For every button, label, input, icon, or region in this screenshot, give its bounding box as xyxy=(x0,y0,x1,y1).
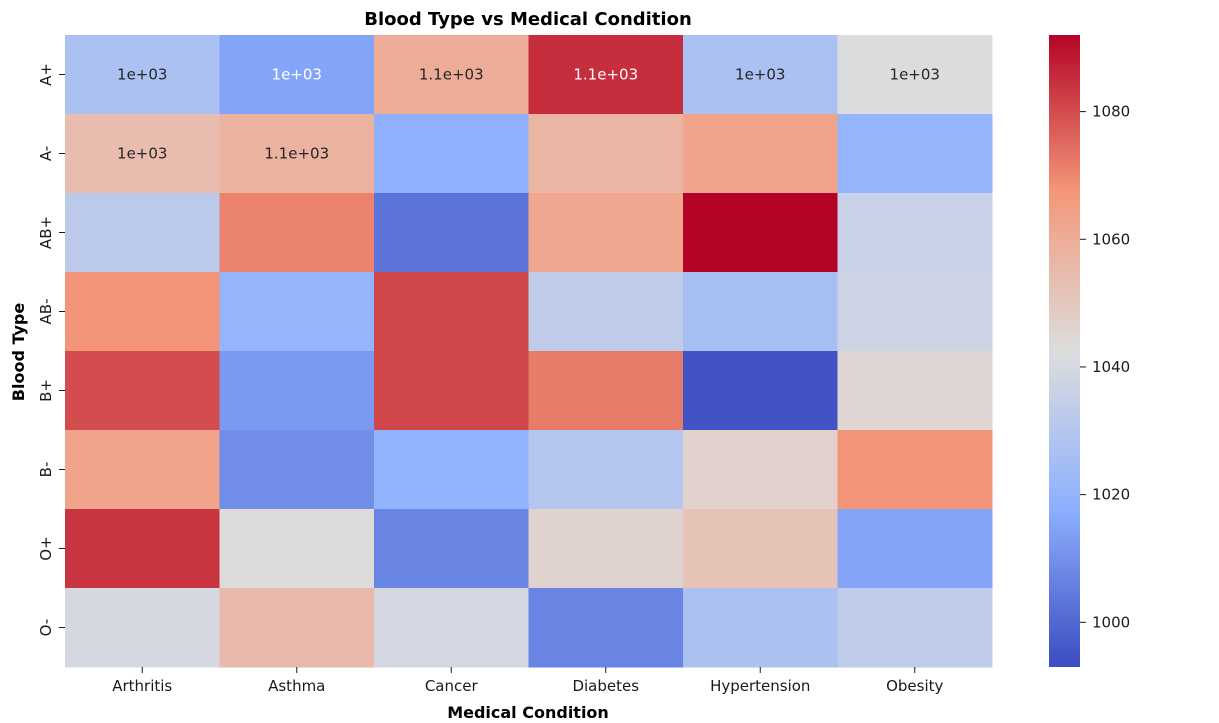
heatmap-cell xyxy=(837,430,993,510)
colorbar-tick-label: 1020 xyxy=(1092,486,1130,504)
heatmap-cell xyxy=(65,430,220,510)
heatmap-cell xyxy=(837,114,993,194)
heatmap-cell xyxy=(683,35,838,115)
cell-annotation: 1e+03 xyxy=(117,145,167,163)
heatmap-cell xyxy=(528,351,684,431)
heatmap-cell xyxy=(219,272,375,352)
heatmap-cell xyxy=(683,272,838,352)
colorbar-tick-label: 1080 xyxy=(1092,103,1130,121)
heatmap-cell xyxy=(65,588,220,668)
chart-title: Blood Type vs Medical Condition xyxy=(364,9,692,30)
cell-annotation: 1.1e+03 xyxy=(264,145,329,163)
heatmap-cell xyxy=(219,351,375,431)
colorbar-tick-label: 1040 xyxy=(1092,358,1130,376)
heatmap-cell xyxy=(374,588,529,668)
heatmap-cell xyxy=(65,272,220,352)
cell-annotation: 1.1e+03 xyxy=(573,66,638,84)
heatmap-cell xyxy=(528,430,684,510)
cell-annotation: 1e+03 xyxy=(890,66,940,84)
heatmap-cell xyxy=(528,509,684,589)
heatmap-cell xyxy=(65,35,220,115)
y-axis-ticks: A+ A- AB+ AB- B+ B- O+ O- xyxy=(37,63,65,636)
heatmap-cell xyxy=(683,509,838,589)
heatmap-cell xyxy=(837,35,993,115)
x-tick-label: Obesity xyxy=(886,677,943,695)
heatmap-cell xyxy=(683,430,838,510)
heatmap-cell xyxy=(683,351,838,431)
y-tick-label: AB- xyxy=(37,299,55,325)
heatmap-cell xyxy=(219,35,375,115)
heatmap-cell xyxy=(837,588,993,668)
heatmap-cell xyxy=(528,35,684,115)
heatmap-cell xyxy=(374,35,529,115)
y-axis-title: Blood Type xyxy=(9,303,28,402)
heatmap-cell xyxy=(528,588,684,668)
heatmap-cell xyxy=(219,430,375,510)
heatmap-cell xyxy=(837,193,993,273)
x-tick-label: Hypertension xyxy=(710,677,810,695)
heatmap-cell xyxy=(374,114,529,194)
heatmap-cell xyxy=(219,588,375,668)
x-tick-label: Arthritis xyxy=(112,677,172,695)
heatmap-cell xyxy=(219,114,375,194)
cell-annotations: 1e+03 1e+03 1.1e+03 1.1e+03 1e+03 1e+03 1e+03 1… xyxy=(117,66,940,163)
heatmap-cell xyxy=(374,351,529,431)
x-axis-ticks: Arthritis Asthma Cancer Diabetes Hypertensio… xyxy=(112,667,944,695)
colorbar-tick-label: 1060 xyxy=(1092,230,1130,248)
heatmap-cell xyxy=(837,351,993,431)
heatmap-cell xyxy=(683,588,838,668)
y-tick-label: A+ xyxy=(37,63,55,86)
heatmap-cell xyxy=(374,509,529,589)
cell-annotation: 1e+03 xyxy=(117,66,167,84)
heatmap-cell xyxy=(683,114,838,194)
heatmap-cell xyxy=(219,509,375,589)
x-axis-title: Medical Condition xyxy=(447,703,609,722)
y-tick-label: O+ xyxy=(37,536,55,560)
y-tick-label: AB+ xyxy=(37,216,55,249)
y-tick-label: B- xyxy=(37,462,55,478)
heatmap-cell xyxy=(374,193,529,273)
y-tick-label: O- xyxy=(37,619,55,637)
colorbar: 1000 1020 1040 1060 1080 xyxy=(1049,35,1130,667)
heatmap-cells xyxy=(65,35,993,668)
heatmap-cell xyxy=(528,272,684,352)
heatmap-cell xyxy=(837,509,993,589)
heatmap-cell xyxy=(65,114,220,194)
y-tick-label: B+ xyxy=(37,379,55,402)
heatmap-cell xyxy=(528,193,684,273)
cell-annotation: 1e+03 xyxy=(735,66,785,84)
heatmap-cell xyxy=(374,272,529,352)
heatmap-cell xyxy=(65,351,220,431)
heatmap-cell xyxy=(65,193,220,273)
cell-annotation: 1.1e+03 xyxy=(419,66,484,84)
x-tick-label: Diabetes xyxy=(572,677,639,695)
x-tick-label: Cancer xyxy=(425,677,479,695)
colorbar-ticks: 1000 1020 1040 1060 1080 xyxy=(1080,103,1130,631)
heatmap-cell xyxy=(65,509,220,589)
heatmap-cell xyxy=(837,272,993,352)
colorbar-gradient xyxy=(1049,35,1080,667)
x-tick-label: Asthma xyxy=(268,677,325,695)
cell-annotation: 1e+03 xyxy=(272,66,322,84)
heatmap-cell xyxy=(374,430,529,510)
heatmap-cell xyxy=(528,114,684,194)
y-tick-label: A- xyxy=(37,146,55,161)
heatmap-cell xyxy=(683,193,838,273)
colorbar-tick-label: 1000 xyxy=(1092,613,1130,631)
heatmap-cell xyxy=(219,193,375,273)
